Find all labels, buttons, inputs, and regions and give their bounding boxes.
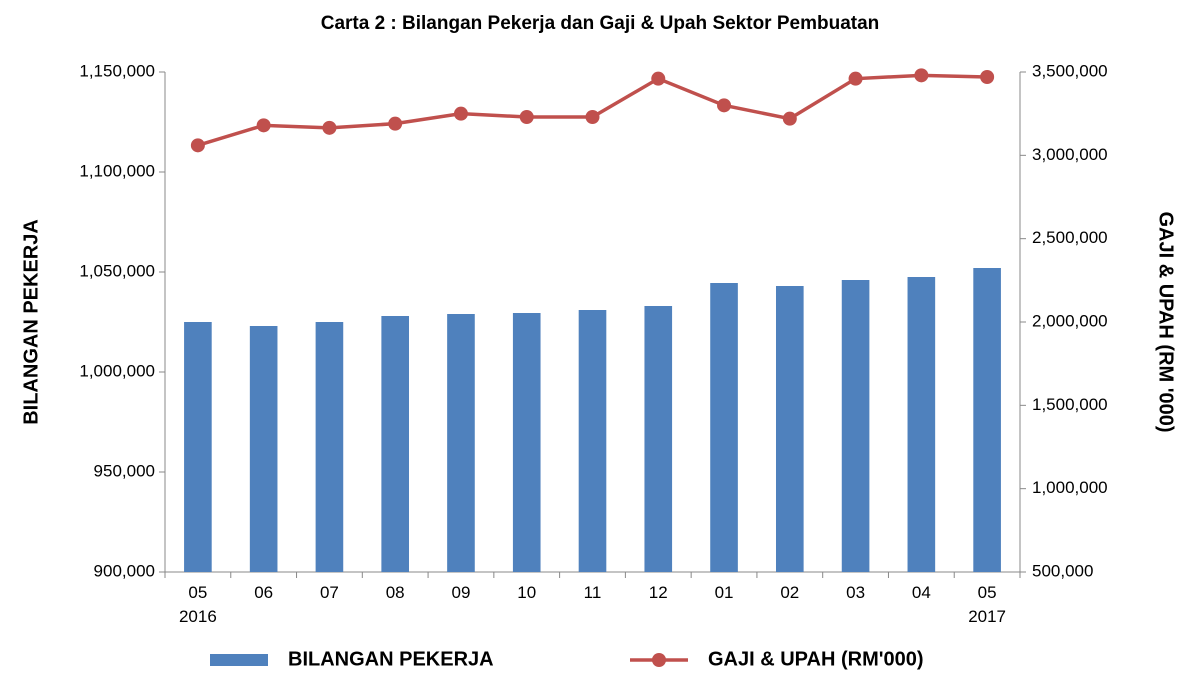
y2-tick-label: 1,500,000	[1032, 395, 1108, 414]
x-tick-label: 06	[254, 583, 273, 602]
y2-axis-label: GAJI & UPAH (RM '000)	[1155, 211, 1177, 432]
y-tick-label: 1,150,000	[79, 61, 155, 80]
legend-label: BILANGAN PEKERJA	[288, 648, 494, 670]
y2-tick-label: 2,000,000	[1032, 311, 1108, 330]
x-tick-label: 03	[846, 583, 865, 602]
bar	[381, 316, 410, 572]
x-tick-label: 02	[780, 583, 799, 602]
y-tick-label: 1,000,000	[79, 361, 155, 380]
bar	[512, 313, 541, 572]
legend-swatch	[210, 654, 268, 666]
bar	[775, 286, 804, 572]
x-tick-label: 09	[452, 583, 471, 602]
marker	[190, 138, 205, 153]
bar	[249, 326, 278, 572]
bar	[184, 322, 212, 572]
marker	[322, 120, 337, 135]
bar	[447, 314, 475, 572]
x-tick-label: 07	[320, 583, 339, 602]
y-tick-label: 900,000	[94, 561, 155, 580]
x-tick-label: 12	[649, 583, 668, 602]
x-tick-label: 10	[517, 583, 536, 602]
marker	[585, 110, 600, 124]
y-tick-label: 1,050,000	[79, 261, 155, 280]
legend-label: GAJI & UPAH (RM'000)	[708, 648, 924, 670]
marker	[980, 70, 995, 84]
y2-tick-label: 3,000,000	[1032, 145, 1108, 164]
x-tick-label: 01	[715, 583, 734, 602]
x-tick-label: 11	[584, 583, 602, 602]
bar	[907, 277, 936, 572]
bar	[710, 283, 738, 572]
bar	[644, 306, 673, 572]
y2-tick-label: 1,000,000	[1032, 478, 1108, 497]
x-tick-label: 05 2017	[968, 583, 1006, 626]
marker	[256, 118, 271, 133]
bar	[315, 322, 344, 572]
legend-swatch	[652, 653, 666, 667]
marker	[453, 106, 468, 121]
bar	[578, 310, 607, 572]
bar	[973, 268, 1001, 572]
y2-tick-label: 500,000	[1032, 561, 1093, 580]
y-axis-label: BILANGAN PEKERJA	[20, 219, 42, 425]
marker	[651, 71, 666, 86]
chart-title: Carta 2 : Bilangan Pekerja dan Gaji & Up…	[321, 13, 880, 34]
y2-tick-label: 3,500,000	[1032, 61, 1108, 80]
marker	[848, 71, 863, 86]
marker	[519, 110, 534, 124]
y-tick-label: 1,100,000	[79, 161, 155, 180]
x-tick-label: 08	[386, 583, 405, 602]
x-tick-label: 05 2016	[179, 583, 217, 626]
x-tick-label: 04	[912, 583, 931, 602]
marker	[914, 68, 929, 83]
marker	[717, 98, 732, 113]
bar	[841, 280, 870, 572]
y-tick-label: 950,000	[94, 461, 155, 480]
marker	[782, 111, 797, 126]
marker	[388, 116, 403, 131]
y2-tick-label: 2,500,000	[1032, 228, 1108, 247]
